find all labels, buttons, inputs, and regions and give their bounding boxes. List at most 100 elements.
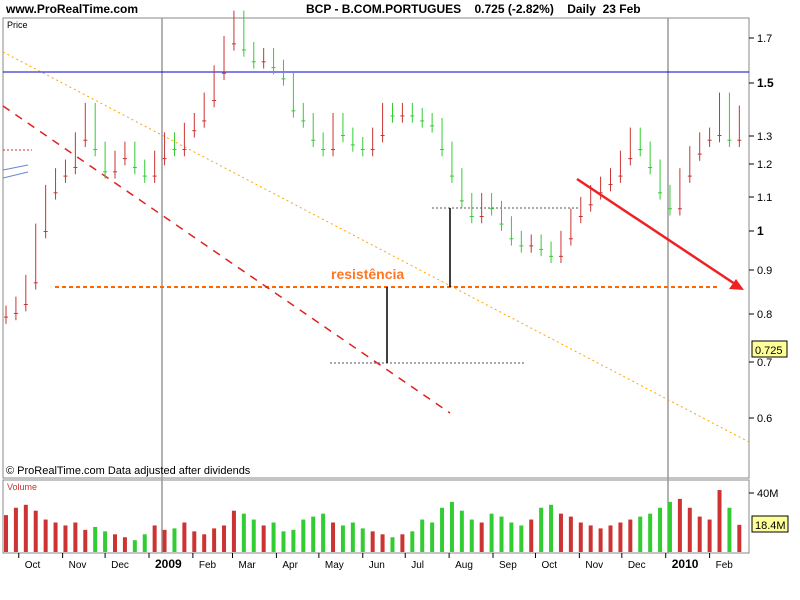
candle-body [430, 125, 435, 127]
volume-bar [222, 525, 227, 552]
candle-body [301, 120, 306, 122]
candle [459, 168, 464, 208]
volume-series [4, 490, 742, 552]
y-tick-label: 1.1 [757, 192, 772, 204]
volume-bar [311, 516, 316, 552]
channel-line [2, 171, 29, 179]
volume-bar [13, 507, 18, 552]
volume-bar [509, 522, 514, 552]
x-tick-label: Dec [628, 560, 646, 571]
volume-bar [301, 519, 306, 552]
volume-bar [489, 513, 494, 552]
volume-bar [202, 534, 207, 552]
volume-bar [53, 522, 58, 552]
candle-body [529, 245, 534, 247]
volume-bar [717, 490, 722, 552]
volume-bar [321, 513, 326, 552]
volume-bar [281, 531, 286, 552]
candle [529, 234, 534, 253]
candle-body [33, 282, 38, 284]
volume-bar [103, 531, 108, 552]
candle-body [578, 216, 583, 218]
volume-bar [380, 534, 385, 552]
volume-bar [608, 525, 613, 552]
x-tick-label: Feb [199, 560, 217, 571]
candle [340, 112, 345, 143]
candle [707, 127, 712, 148]
candle [568, 208, 573, 246]
site-url[interactable]: www.ProRealTime.com [6, 2, 139, 16]
candle [687, 146, 692, 183]
candle [311, 112, 316, 148]
volume-bar [469, 519, 474, 552]
volume-bar [23, 504, 28, 552]
current-price-box [751, 340, 788, 358]
price-panel [2, 17, 750, 479]
x-axis: Oct Nov Dec 2009 Feb Mar Apr May Jun Jul Aug Sep Oct… [18, 553, 733, 571]
candle [667, 184, 672, 216]
volume-bar [340, 525, 345, 552]
x-tick-label: Nov [69, 560, 87, 571]
volume-bar [727, 507, 732, 552]
volume-bar [420, 519, 425, 552]
candle [509, 216, 514, 246]
y-tick-label: 1.3 [757, 131, 772, 143]
price-panel-label: Price [7, 20, 28, 30]
volume-bar [558, 513, 563, 552]
candle [63, 159, 68, 183]
volume-bar [192, 531, 197, 552]
candle [638, 127, 643, 157]
volume-bar [479, 522, 484, 552]
candle-body [360, 149, 365, 151]
candle [113, 150, 118, 179]
current-volume-box [751, 515, 789, 533]
volume-bar [113, 534, 118, 552]
candle [33, 223, 38, 290]
volume-bar [172, 528, 177, 552]
volume-bar [697, 516, 702, 552]
y-tick-label: 0.9 [757, 265, 772, 277]
candle [152, 150, 157, 183]
candle-body [489, 208, 494, 210]
candle-body [73, 166, 78, 168]
y-tick-label: 1 [757, 224, 764, 238]
candle [142, 159, 147, 183]
candle-body [568, 238, 573, 240]
volume-bar [410, 531, 415, 552]
period-label: Daily [567, 2, 596, 16]
candle-body [479, 216, 484, 218]
candle-body [162, 158, 167, 160]
x-tick-label: Apr [282, 560, 298, 571]
candle-body [172, 149, 177, 151]
downtrend-arrow-line [576, 177, 736, 286]
candle [737, 105, 742, 148]
candle-body [608, 184, 613, 186]
y-axis: 1.7 1.5 1.3 1.2 1.1 1 0.9 0.8 0.7 0.6 40… [749, 33, 778, 500]
candle-body [687, 175, 692, 177]
candle [13, 296, 18, 321]
candle [469, 192, 474, 224]
candle-body [727, 139, 732, 141]
volume-bar [212, 528, 217, 552]
volume-bar [350, 522, 355, 552]
candle-body [539, 248, 544, 250]
candle-body [152, 175, 157, 177]
volume-bar [648, 513, 653, 552]
last-price: 0.725 (-2.82%) [474, 2, 554, 16]
candle-body [638, 149, 643, 151]
candle [697, 132, 702, 161]
candle [489, 192, 494, 216]
candle [618, 150, 623, 183]
chart-footer: © ProRealTime.com Data adjusted after di… [6, 465, 251, 477]
candle-body [410, 115, 415, 117]
volume-bar [122, 537, 127, 552]
candle-body [588, 204, 593, 206]
y-tick-label: 1.2 [757, 159, 772, 171]
volume-bar [142, 534, 147, 552]
candle [251, 42, 256, 69]
candle-body [449, 175, 454, 177]
candle [281, 59, 286, 86]
candle [539, 234, 544, 257]
volume-bar [271, 522, 276, 552]
volume-bar [291, 529, 296, 552]
